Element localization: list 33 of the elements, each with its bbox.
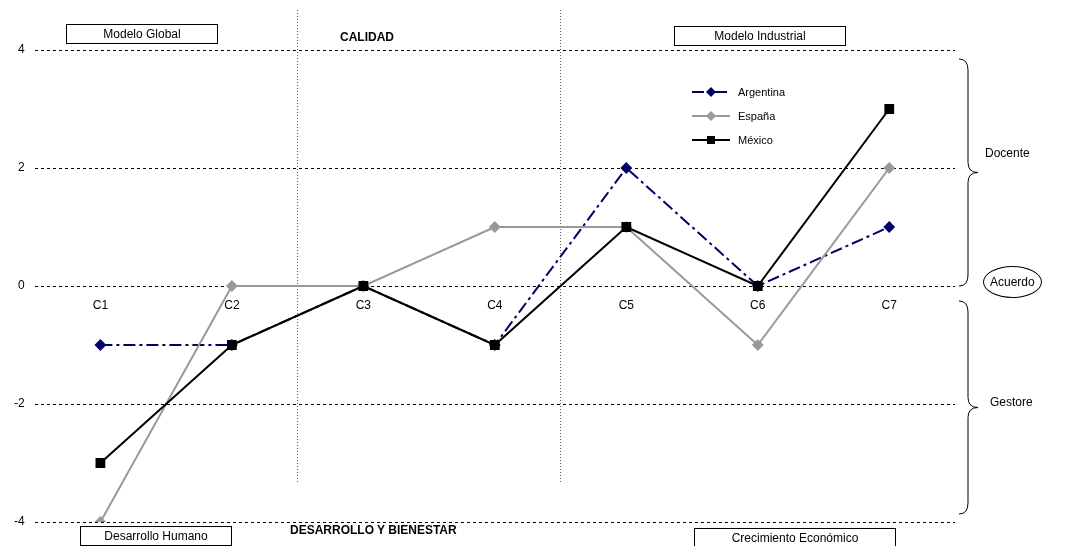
legend-label: Argentina — [738, 86, 786, 98]
point — [620, 162, 632, 174]
text: DESARROLLO Y BIENESTAR — [290, 523, 457, 537]
point — [752, 339, 764, 351]
y-tick-label: -4 — [14, 514, 25, 529]
point — [884, 104, 895, 114]
y-tick-label: 0 — [17, 278, 25, 293]
legend-label: México — [738, 134, 773, 146]
point — [883, 162, 895, 174]
x-tick-label: C3 — [355, 297, 372, 312]
y-tick-label: -2 — [14, 396, 25, 411]
x-tick-label: C7 — [881, 297, 898, 312]
y-tick-label: 4 — [17, 42, 25, 57]
text: Modelo Industrial — [674, 26, 846, 46]
x-tick-label: C1 — [92, 297, 109, 312]
text: Desarrollo Humano — [80, 526, 232, 546]
point — [94, 339, 106, 351]
text: Docente — [985, 146, 1030, 160]
legend-label: España — [738, 110, 776, 122]
point — [226, 280, 238, 292]
x-tick-label: C2 — [224, 297, 240, 312]
text: Modelo Global — [66, 24, 218, 44]
text: CALIDAD — [340, 30, 394, 44]
point — [883, 221, 895, 233]
y-tick-label: 2 — [17, 160, 25, 175]
text: Gestore — [990, 395, 1033, 409]
x-tick-label: C4 — [487, 297, 503, 312]
text: Acuerdo — [983, 266, 1042, 298]
x-tick-label: C6 — [750, 297, 766, 312]
point — [489, 221, 501, 233]
text: Crecimiento Económico — [694, 528, 896, 546]
point — [95, 458, 106, 468]
x-tick-label: C5 — [618, 297, 635, 312]
